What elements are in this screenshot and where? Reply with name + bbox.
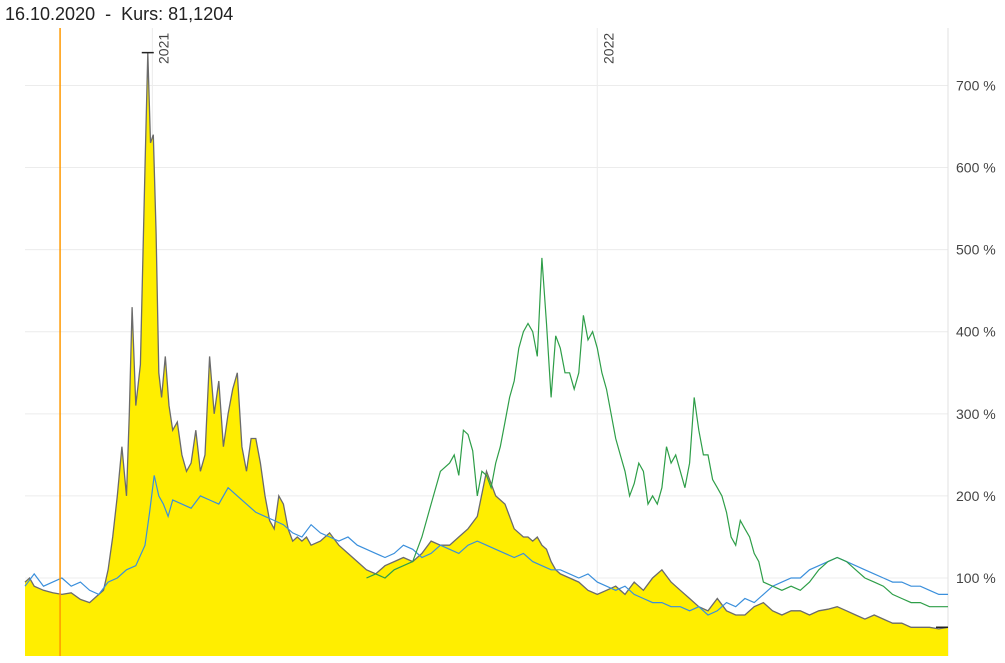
- y-tick-label: 600 %: [956, 160, 996, 176]
- chart-header: 16.10.2020 - Kurs: 81,1204: [5, 4, 233, 25]
- y-tick-label: 700 %: [956, 77, 996, 93]
- chart-series: [24, 52, 949, 657]
- header-kurs-label: Kurs:: [121, 4, 164, 24]
- header-date: 16.10.2020: [5, 4, 96, 24]
- x-year-label: 2021: [155, 33, 171, 64]
- y-tick-label: 100 %: [956, 570, 996, 586]
- area-fill: [25, 52, 948, 657]
- y-tick-label: 300 %: [956, 406, 996, 422]
- series-blue-line: [24, 475, 948, 616]
- header-kurs-value: 81,1204: [168, 4, 234, 24]
- series-green-line: [366, 257, 948, 608]
- x-year-label: 2022: [600, 33, 616, 64]
- y-tick-label: 400 %: [956, 324, 996, 340]
- y-tick-label: 500 %: [956, 242, 996, 258]
- y-tick-label: 200 %: [956, 488, 996, 504]
- header-separator: -: [105, 4, 112, 24]
- chart-axes: 100 % 200 % 300 % 400 % 500 % 600 % 700 % 2021 2…: [59, 28, 996, 656]
